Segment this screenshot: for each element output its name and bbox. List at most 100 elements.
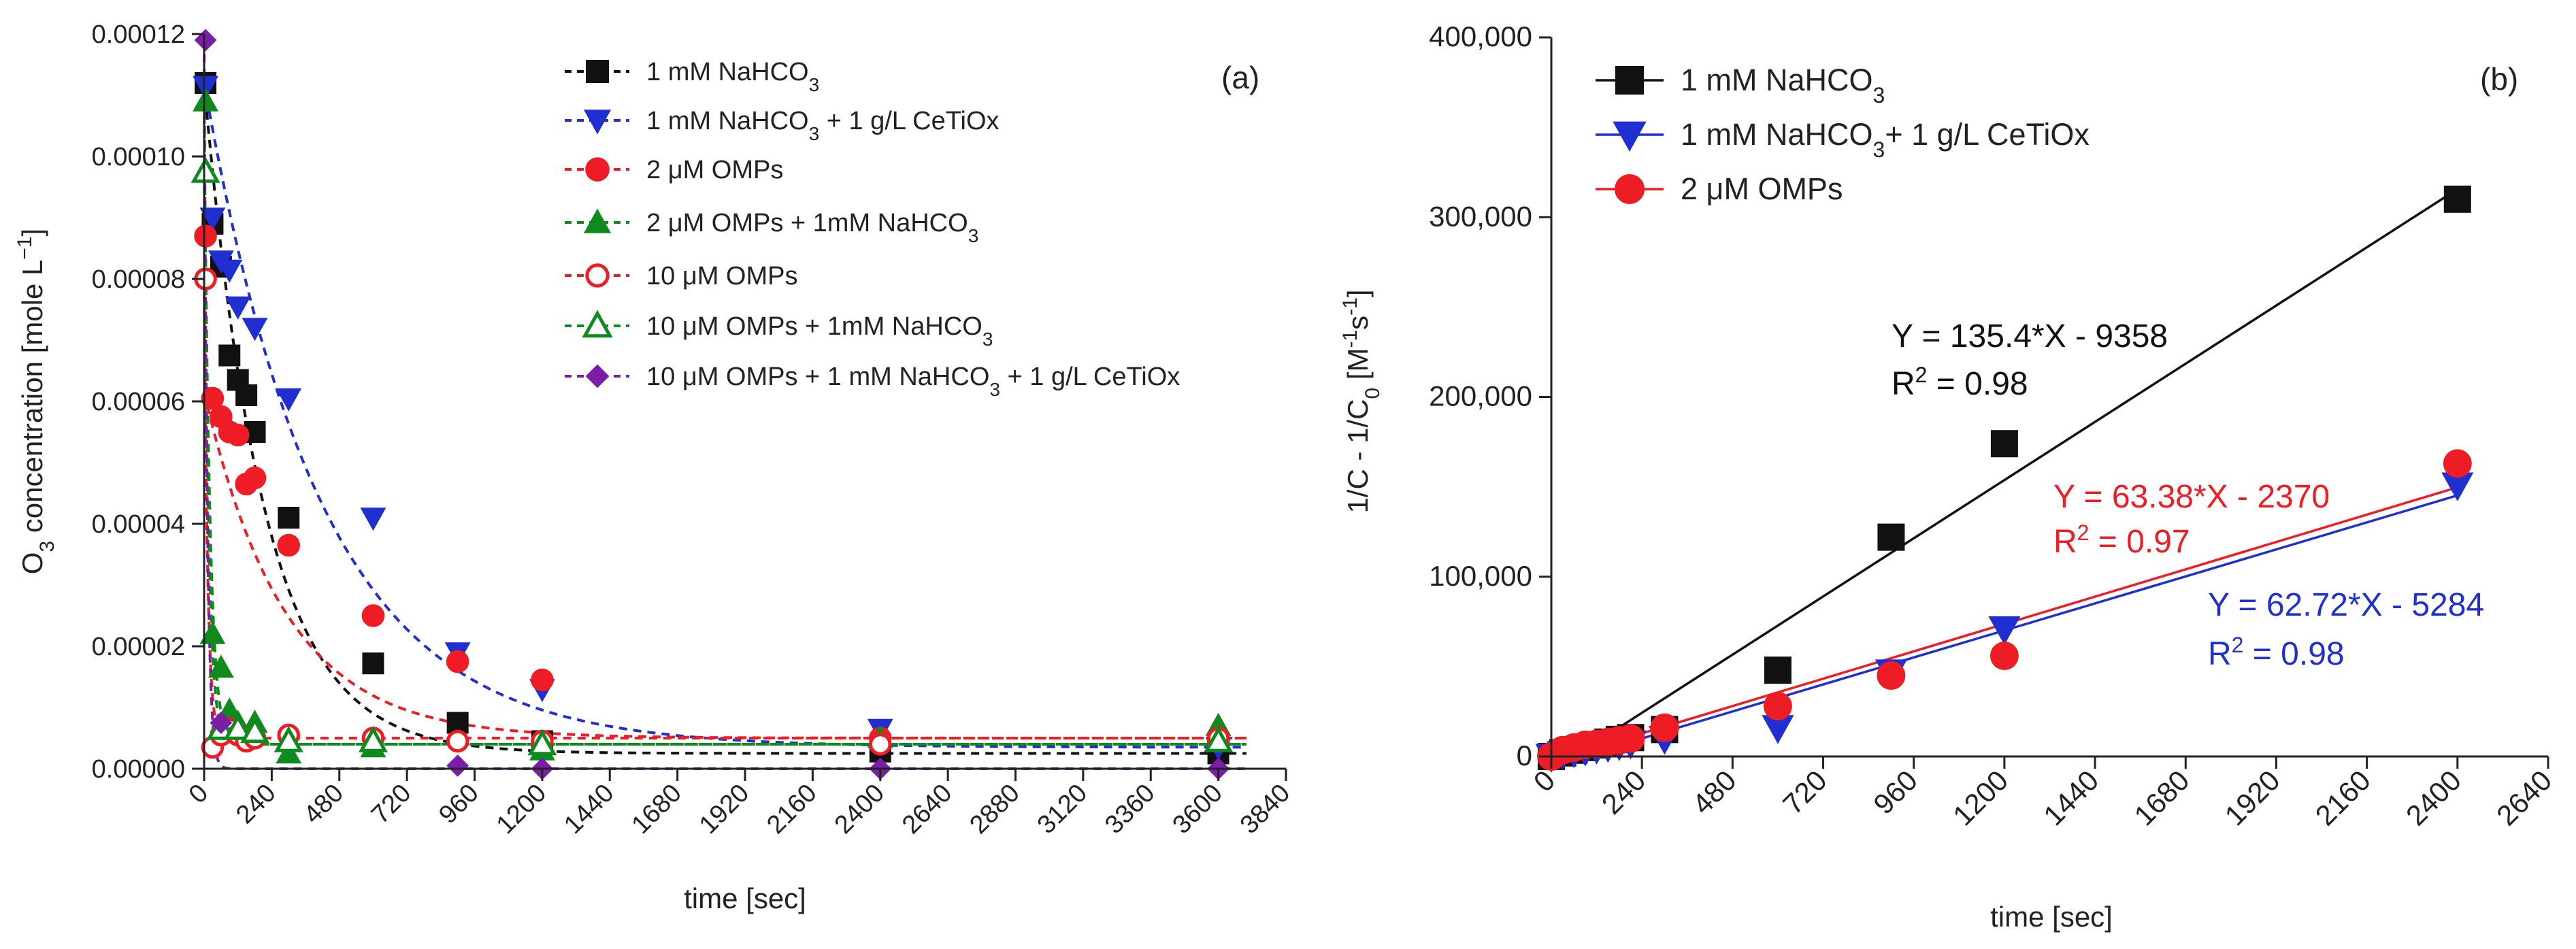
x-tick-label: 3360: [1100, 779, 1160, 839]
point-a-1-5: [242, 318, 268, 342]
point-a-2-1: [201, 386, 225, 410]
annotation-red-r2: R2 = 0.97: [2053, 520, 2190, 560]
point-a-3-2: [208, 654, 234, 678]
x-tick-label: 2640: [897, 779, 957, 839]
x-tick-label: 720: [1777, 764, 1833, 820]
point-a-4-9: [446, 729, 469, 753]
annotation-black-equation: Y = 135.4*X - 9358: [1892, 318, 2168, 354]
point-b-0-10: [1877, 523, 1905, 551]
point-a-6-1: [210, 712, 233, 734]
point-b-2-7: [1616, 724, 1645, 753]
point-a-5-0: [191, 156, 220, 183]
point-a-2-0: [194, 224, 217, 248]
legend-a-item-5: 10 μM OMPs + 1mM NaHCO3: [646, 312, 993, 350]
y-tick-label: 0: [1517, 739, 1532, 771]
point-a-1-4: [225, 296, 251, 320]
legend-a-label-6: 10 μM OMPs + 1 mM NaHCO3 + 1 g/L CeTiOx: [646, 363, 1180, 400]
y-tick-label: 300,000: [1429, 200, 1532, 232]
annotation-red-equation: Y = 63.38*X - 2370: [2053, 479, 2330, 515]
x-tick-label: 3120: [1032, 779, 1093, 839]
x-tick-label: 480: [1686, 764, 1743, 820]
point-a-3-0: [193, 88, 219, 112]
legend-a-item-0: 1 mM NaHCO3: [646, 58, 819, 95]
legend-b-label-0: 1 mM NaHCO3: [1681, 63, 1885, 107]
point-a-1-0: [193, 76, 219, 99]
panel-a: 0 240 480 720 960 1200 1440 1680 1920 2160 2400 264…: [14, 20, 1296, 914]
panel-b-y-ticks: 0 100,000 200,000 300,000 400,000: [1429, 20, 1551, 771]
panel-b-x-ticks: 0 240 480 720 960 1200 1440 1680 1920 2160 2400 264…: [1528, 756, 2558, 831]
fit-curve-a-3: [203, 101, 1246, 746]
point-a-5-3: [240, 716, 270, 744]
x-tick-label: 2640: [2490, 764, 2558, 831]
point-a-2-4: [226, 423, 250, 447]
panel-a-x-ticks: 0 240 480 720 960 1200 1440 1680 1920 2160 2400 264…: [184, 769, 1295, 839]
annotation-blue-equation: Y = 62.72*X - 5284: [2208, 587, 2484, 623]
x-tick-label: 1440: [2037, 764, 2104, 831]
panel-b-x-axis-label: time [sec]: [1990, 901, 2113, 933]
point-a-5-5: [358, 726, 388, 752]
y-tick-label: 200,000: [1429, 380, 1532, 412]
y-tick-label: 0.00008: [92, 265, 185, 294]
legend-a-item-4: 10 μM OMPs: [646, 262, 798, 290]
fit-curve-a-6: [203, 39, 1246, 770]
fit-curve-a-2: [203, 392, 1246, 739]
x-tick-label: 2400: [829, 779, 890, 839]
x-tick-label: 240: [1596, 764, 1652, 820]
legend-b-label-2: 2 μM OMPs: [1681, 171, 1843, 206]
legend-b-label-1: 1 mM NaHCO3+ 1 g/L CeTiOx: [1681, 117, 2090, 162]
x-tick-label: 0: [184, 779, 214, 810]
point-a-1-1: [199, 207, 226, 231]
panel-b-y-axis-label: 1/C - 1/C0 [M-1s-1]: [1339, 289, 1384, 513]
x-tick-label: 2160: [761, 779, 822, 839]
x-tick-label: 3840: [1235, 779, 1295, 839]
x-tick-label: 960: [433, 779, 484, 830]
point-b-2-8: [1650, 713, 1679, 742]
point-a-0-5: [235, 384, 258, 406]
point-b-2-11: [1989, 642, 2019, 670]
legend-b-marker-1: [1613, 121, 1647, 152]
fit-curve-a-5: [203, 171, 1246, 746]
legend-b-marker-0: [1615, 66, 1644, 95]
fit-curve-a-0: [203, 82, 1246, 755]
legend-a-item-6: 10 μM OMPs + 1 mM NaHCO3 + 1 g/L CeTiOx: [646, 363, 1180, 400]
annotation-blue-fit: Y = 62.72*X - 5284 R2 = 0.98: [2208, 587, 2484, 672]
legend-b-item-1: 1 mM NaHCO3+ 1 g/L CeTiOx: [1681, 117, 2090, 162]
fit-curve-a-4: [203, 278, 1246, 739]
point-a-0-3: [218, 344, 241, 367]
panel-a-fit-curves: [203, 39, 1246, 770]
y-tick-label: 0.00000: [92, 755, 185, 784]
legend-a-label-0: 1 mM NaHCO3: [646, 58, 819, 95]
x-tick-label: 2160: [2309, 764, 2377, 831]
x-tick-label: 3600: [1168, 779, 1228, 839]
point-b-0-9: [1764, 656, 1791, 684]
point-a-1-6: [276, 388, 302, 412]
panel-a-y-ticks: 0.00000 0.00002 0.00004 0.00006 0.00008 0.000…: [92, 20, 204, 784]
point-a-2-7: [277, 533, 300, 557]
annotation-blue-r2: R2 = 0.98: [2208, 633, 2345, 672]
legend-a-label-4: 10 μM OMPs: [646, 262, 798, 290]
panel-b-label: (b): [2480, 61, 2518, 97]
point-a-5-2: [223, 714, 253, 740]
panel-b-legend: 1 mM NaHCO3 1 mM NaHCO3+ 1 g/L CeTiOx 2 …: [1596, 63, 2090, 206]
legend-b-item-0: 1 mM NaHCO3: [1681, 63, 1885, 107]
legend-a-label-5: 10 μM OMPs + 1mM NaHCO3: [646, 312, 993, 350]
fit-curve-a-1: [203, 82, 1246, 749]
point-a-0-7: [278, 507, 300, 529]
legend-a-marker-2: [585, 157, 610, 182]
legend-a-label-2: 2 μM OMPs: [646, 156, 783, 184]
panel-b: 0 240 480 720 960 1200 1440 1680 1920 2160 2400 264…: [1339, 20, 2558, 933]
y-tick-label: 0.00012: [92, 20, 185, 49]
legend-a-marker-4: [585, 263, 610, 288]
panel-a-points: [191, 29, 1234, 780]
panel-b-points: [1535, 185, 2474, 773]
legend-a-marker-3: [583, 208, 612, 233]
annotation-red-fit: Y = 63.38*X - 2370 R2 = 0.97: [2053, 479, 2330, 560]
point-a-1-3: [216, 259, 243, 283]
point-a-0-9: [446, 712, 469, 734]
fit-line-b-0: [1573, 188, 2458, 758]
x-tick-label: 2880: [964, 779, 1025, 839]
panel-a-x-axis-label: time [sec]: [684, 882, 806, 914]
point-b-2-10: [1877, 661, 1906, 690]
y-tick-label: 100,000: [1429, 560, 1532, 592]
